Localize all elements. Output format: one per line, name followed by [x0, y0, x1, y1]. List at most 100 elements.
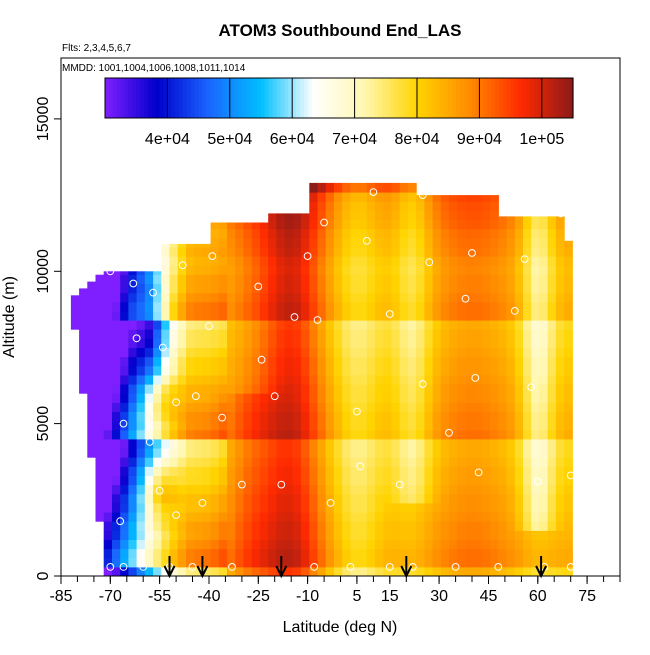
heat-cell [531, 521, 540, 531]
heat-cell [449, 292, 458, 303]
heat-cell [358, 484, 368, 495]
heat-cell [506, 548, 516, 559]
heat-cell [333, 402, 343, 412]
heat-cell [506, 411, 516, 422]
heat-cell [490, 493, 499, 504]
heat-cell [169, 457, 179, 467]
heat-cell [177, 320, 187, 330]
heat-cell [235, 265, 245, 275]
heat-cell [440, 566, 450, 576]
heat-cell [547, 274, 557, 284]
heat-cell [523, 219, 532, 230]
heat-cell [547, 411, 557, 422]
heat-cell [161, 310, 171, 321]
heat-cell [366, 530, 376, 540]
heat-cell [259, 393, 269, 403]
heat-cell [383, 192, 392, 202]
heat-cell [292, 256, 302, 266]
heat-cell [128, 347, 138, 358]
heat-cell [358, 384, 368, 394]
heat-cell [547, 438, 557, 449]
heat-cell [202, 429, 212, 440]
heat-cell [268, 237, 277, 248]
heat-cell [169, 466, 179, 476]
heat-cell [103, 329, 113, 339]
heat-cell [416, 274, 425, 284]
heat-cell [506, 493, 516, 504]
heat-cell [227, 566, 236, 576]
heat-cell [481, 557, 491, 568]
heat-cell [79, 292, 88, 303]
heat-cell [227, 384, 236, 394]
heat-cell [284, 402, 294, 412]
heat-cell [424, 402, 434, 412]
heat-cell [366, 539, 376, 550]
heat-cell [333, 411, 343, 422]
heat-cell [309, 557, 319, 568]
heat-cell [539, 475, 549, 486]
heat-cell [169, 484, 179, 495]
heat-cell [358, 283, 368, 294]
heat-cell [481, 493, 491, 504]
heat-cell [333, 356, 343, 367]
heat-cell [391, 237, 401, 248]
heat-cell [112, 448, 121, 458]
heat-cell [186, 429, 195, 440]
heat-cell [457, 438, 466, 449]
heat-cell [227, 411, 236, 422]
heat-cell [177, 246, 187, 257]
heat-cell [523, 265, 532, 275]
heat-cell [259, 448, 269, 458]
heat-cell [227, 438, 236, 449]
heat-cell [350, 292, 360, 303]
heat-cell [202, 283, 212, 294]
heat-cell [514, 484, 524, 495]
heat-cell [432, 557, 442, 568]
heat-cell [161, 301, 171, 312]
heat-cell [490, 457, 499, 467]
heat-cell [161, 548, 171, 559]
colorbar-segment [456, 78, 461, 118]
heat-cell [424, 548, 434, 559]
heat-cell [194, 310, 203, 321]
colorbar-segment [417, 78, 422, 118]
heat-cell [317, 310, 327, 321]
heat-cell [407, 475, 417, 486]
heat-cell [407, 237, 417, 248]
heat-cell [333, 521, 343, 531]
heat-cell [449, 402, 458, 412]
heat-cell [317, 274, 327, 284]
heat-cell [259, 384, 269, 394]
heat-cell [325, 475, 335, 486]
heat-cell [202, 548, 212, 559]
heat-cell [465, 438, 475, 449]
heat-cell [251, 347, 261, 358]
heat-cell [128, 548, 138, 559]
heat-cell [473, 201, 483, 211]
heat-cell [514, 365, 524, 376]
colorbar-segment [245, 78, 250, 118]
heat-cell [473, 502, 483, 513]
heat-cell [498, 493, 508, 504]
heat-cell [333, 548, 343, 559]
observation-marker [418, 191, 427, 200]
heat-cell [333, 420, 343, 431]
heat-cell [498, 374, 508, 385]
heat-cell [284, 292, 294, 303]
heat-cell [161, 402, 171, 412]
heat-cell [358, 219, 368, 230]
heat-cell [169, 265, 179, 275]
heat-cell [144, 356, 154, 367]
heat-cell [136, 557, 146, 568]
heat-cell [202, 320, 212, 330]
colorbar-segment [362, 78, 367, 118]
colorbar-segment [155, 78, 161, 118]
heat-cell [325, 338, 335, 348]
heat-cell [243, 237, 253, 248]
heat-cell [407, 521, 417, 531]
heat-cell [531, 557, 540, 568]
heat-cell [424, 438, 434, 449]
heat-cell [268, 329, 277, 339]
heat-cell [186, 243, 195, 248]
heat-cell [547, 292, 557, 303]
